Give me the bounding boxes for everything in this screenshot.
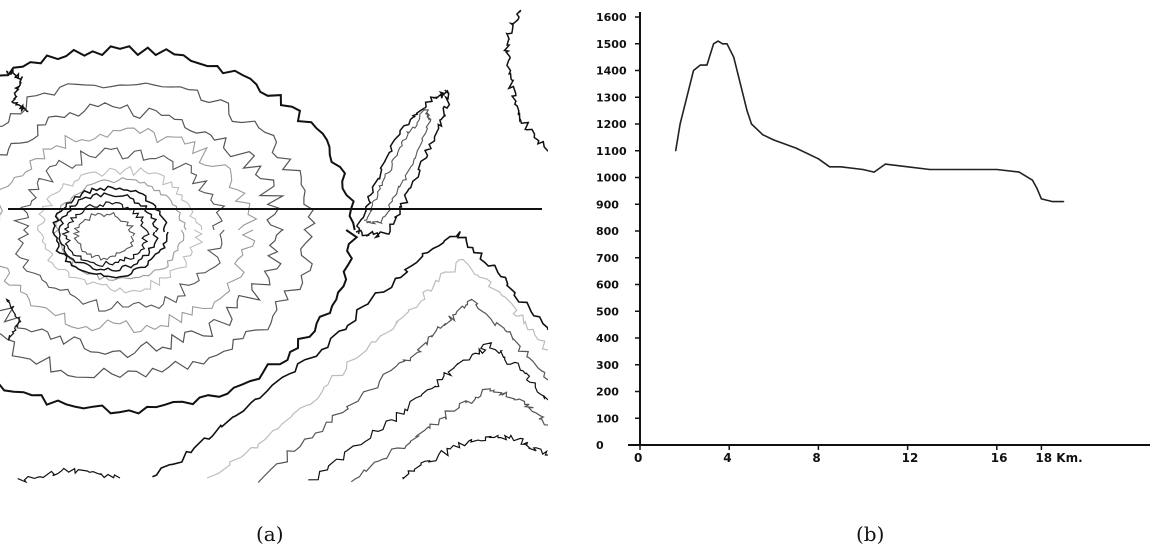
- y-tick-label: 0: [596, 439, 604, 452]
- profile-point: [973, 168, 976, 171]
- caption-b: (b): [856, 522, 885, 546]
- profile-point: [706, 64, 708, 66]
- edge-contour: [503, 9, 548, 152]
- edge-contour: [17, 467, 121, 484]
- profile-point: [840, 166, 842, 168]
- y-tick-label: 400: [596, 332, 619, 345]
- y-tick-label: 500: [596, 305, 619, 318]
- profile-point: [862, 168, 864, 171]
- x-tick-label: 12: [902, 451, 919, 465]
- ridge-contour: [355, 89, 451, 239]
- y-tick-label: 1600: [596, 11, 627, 24]
- edge-contour: [5, 298, 22, 341]
- mountain-contour: [402, 434, 548, 480]
- profile-point: [828, 166, 831, 168]
- caption-a: (a): [256, 522, 284, 546]
- profile-point: [762, 134, 764, 136]
- profile-point: [951, 168, 953, 171]
- profile-point: [721, 43, 724, 45]
- profile-point: [795, 147, 797, 149]
- x-tick-label: 18 Km.: [1035, 451, 1082, 465]
- profile-point: [1051, 200, 1054, 203]
- cone-contour: [52, 177, 187, 281]
- profile-point: [907, 166, 909, 168]
- profile-point: [929, 168, 931, 171]
- profile-point: [717, 40, 719, 42]
- mountain-contour: [308, 341, 548, 481]
- profile-point: [1040, 198, 1042, 200]
- profile-point: [1031, 179, 1034, 181]
- cone-contour: [0, 102, 286, 359]
- profile-point: [884, 163, 886, 165]
- profile-point: [686, 96, 688, 98]
- y-tick-label: 1000: [596, 172, 627, 185]
- profile-point: [1018, 171, 1020, 173]
- mountain-contour: [350, 388, 548, 483]
- mountain-contour: [206, 258, 548, 479]
- y-tick-label: 600: [596, 279, 619, 292]
- profile-point: [675, 150, 677, 152]
- y-tick-label: 300: [596, 359, 619, 372]
- y-tick-label: 800: [596, 225, 619, 238]
- cone-contour: [0, 127, 258, 334]
- elevation-profile-chart: 0100200300400500600700800900100011001200…: [596, 11, 1150, 465]
- edge-contour: [5, 68, 29, 113]
- caldera-rim-contour: [52, 185, 169, 279]
- profile-point: [712, 43, 715, 45]
- caldera-contour: [61, 201, 150, 268]
- y-tick-label: 1300: [596, 91, 627, 104]
- cone-contour: [12, 147, 226, 312]
- y-tick-label: 1200: [596, 118, 627, 131]
- y-tick-label: 1500: [596, 38, 627, 51]
- profile-point: [726, 43, 728, 45]
- map-contours: [0, 9, 548, 484]
- profile-point: [773, 139, 775, 141]
- mountain-contour: [152, 231, 548, 478]
- profile-point: [733, 56, 735, 58]
- y-tick-label: 700: [596, 252, 619, 265]
- profile-series-line: [674, 40, 1064, 203]
- x-tick-label: 0: [634, 451, 642, 465]
- y-ticks: 0 100 200 300 400 500 600 700 800 900 1000 1100 1200…: [596, 11, 640, 452]
- x-tick-label: 4: [723, 451, 731, 465]
- profile-point: [699, 64, 701, 66]
- profile-point: [817, 158, 819, 160]
- mountain-contour: [257, 298, 548, 483]
- y-tick-label: 200: [596, 386, 619, 399]
- y-tick-label: 1400: [596, 65, 627, 78]
- cone-contour: [0, 82, 316, 379]
- y-tick-label: 100: [596, 412, 619, 425]
- y-tick-label: 900: [596, 198, 619, 211]
- contour-map: [0, 9, 548, 484]
- profile-point: [679, 123, 681, 125]
- caldera-rim-contour: [58, 192, 159, 272]
- profile-point: [739, 83, 741, 85]
- ridge-contour: [364, 107, 432, 225]
- y-tick-label: 1100: [596, 145, 627, 158]
- profile-point: [1063, 200, 1065, 203]
- series-layer: [674, 40, 1065, 203]
- caldera-contour: [72, 211, 136, 261]
- profile-point: [996, 168, 998, 171]
- x-tick-label: 16: [991, 451, 1008, 465]
- profile-point: [692, 69, 695, 72]
- x-tick-label: 8: [812, 451, 820, 465]
- profile-point: [873, 171, 875, 173]
- x-ticks: 0 4 8 12 16 18 Km.: [634, 445, 1083, 465]
- profile-point: [750, 123, 753, 125]
- profile-point: [1036, 187, 1038, 189]
- profile-point: [746, 110, 748, 112]
- outer-contour: [0, 45, 359, 415]
- cone-contour: [37, 165, 204, 294]
